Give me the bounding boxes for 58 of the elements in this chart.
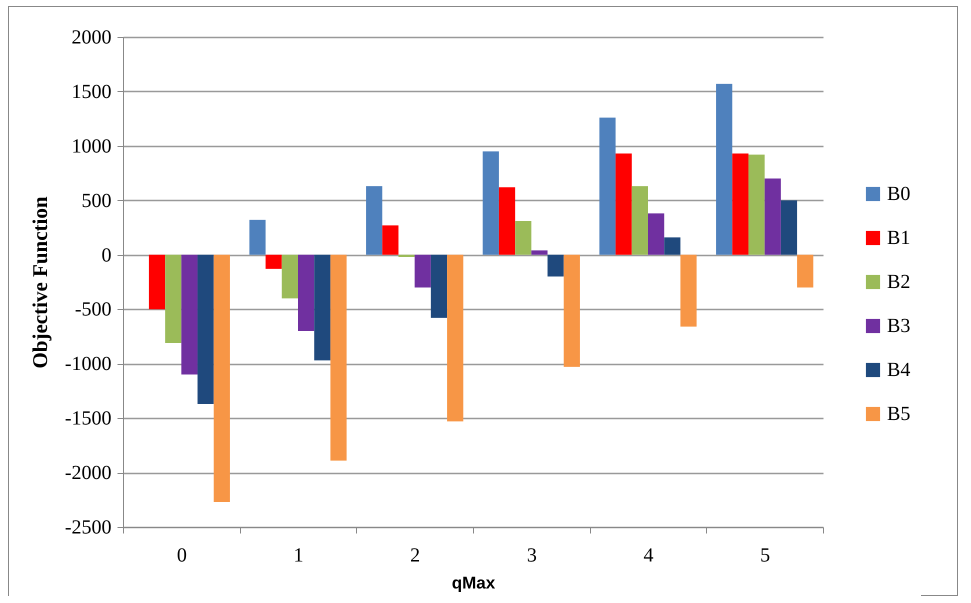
bar bbox=[564, 254, 580, 367]
bar bbox=[632, 186, 648, 255]
bar bbox=[165, 254, 182, 343]
y-tick-label: 0 bbox=[102, 244, 112, 266]
bar bbox=[764, 178, 781, 255]
y-tick-label: -500 bbox=[74, 298, 112, 321]
x-tick-label: 0 bbox=[176, 544, 187, 566]
legend-label: B1 bbox=[887, 227, 910, 249]
bar bbox=[797, 254, 814, 288]
bar bbox=[282, 254, 298, 298]
bar bbox=[214, 254, 230, 502]
x-tick-label: 4 bbox=[644, 544, 654, 566]
y-tick-label: 1000 bbox=[72, 135, 112, 158]
bar bbox=[599, 118, 616, 255]
x-tick-label: 2 bbox=[410, 544, 420, 566]
bar bbox=[298, 254, 314, 331]
bar bbox=[148, 254, 166, 310]
bar bbox=[680, 254, 697, 327]
bar bbox=[330, 254, 347, 461]
bar bbox=[314, 254, 330, 360]
legend-label: B2 bbox=[887, 271, 910, 293]
x-tick-label: 1 bbox=[294, 544, 304, 566]
y-tick-label: -2500 bbox=[64, 516, 112, 538]
y-axis-title: Objective Function bbox=[28, 196, 52, 369]
bar bbox=[266, 254, 282, 269]
bar bbox=[498, 187, 516, 255]
bar bbox=[648, 213, 664, 255]
y-tick-label: -2000 bbox=[64, 462, 112, 484]
bar bbox=[780, 200, 798, 255]
bar bbox=[447, 254, 464, 422]
legend-label: B4 bbox=[887, 359, 910, 381]
y-tick-label: 500 bbox=[82, 190, 112, 212]
bar bbox=[382, 225, 398, 255]
legend-label: B0 bbox=[887, 183, 910, 205]
bar bbox=[732, 154, 748, 255]
bar bbox=[531, 250, 548, 255]
legend-label: B5 bbox=[887, 403, 910, 425]
legend-label: B3 bbox=[887, 315, 910, 337]
bar bbox=[616, 154, 632, 255]
y-tick-label: 1500 bbox=[72, 80, 112, 103]
y-tick-label: -1500 bbox=[64, 408, 112, 430]
bar bbox=[664, 237, 680, 255]
x-tick-label: 5 bbox=[760, 544, 770, 566]
x-tick-label: 3 bbox=[526, 544, 537, 566]
bar bbox=[181, 254, 198, 375]
bar bbox=[548, 254, 564, 277]
bar bbox=[482, 151, 499, 255]
bar bbox=[198, 254, 214, 404]
bar bbox=[716, 84, 732, 255]
bar bbox=[748, 154, 765, 255]
bar bbox=[366, 186, 382, 255]
x-axis-title: qMax bbox=[452, 574, 496, 592]
bar bbox=[515, 221, 532, 255]
y-tick-label: 2000 bbox=[72, 26, 112, 48]
bar bbox=[414, 254, 431, 288]
y-tick-label: -1000 bbox=[64, 353, 112, 376]
bar bbox=[249, 220, 266, 255]
bar bbox=[430, 254, 448, 318]
